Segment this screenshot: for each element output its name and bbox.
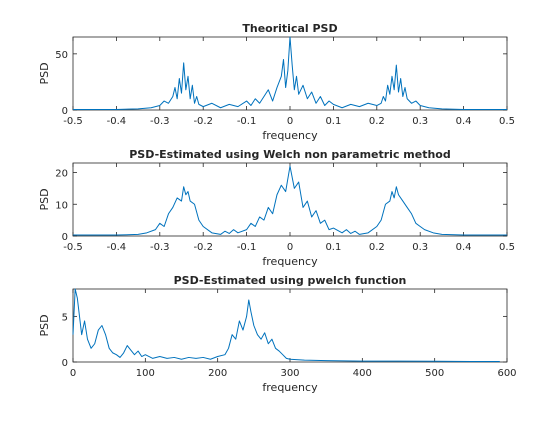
subplot-1: -0.5 -0.4 -0.3 -0.2 -0.1 0 0.1 0.2 0.3 0.4 0.5 0 50 T… xyxy=(38,22,515,142)
x-tick-label: 0.1 xyxy=(325,242,341,253)
x-tick-label: 0.3 xyxy=(412,116,428,127)
x-tick-label: 400 xyxy=(353,368,372,379)
x-tick-label: 0 xyxy=(287,116,293,127)
x-tick-label: -0.5 xyxy=(63,242,83,253)
y-tick-label: 0 xyxy=(62,232,68,243)
x-tick-label: 0 xyxy=(70,368,76,379)
chart-title: PSD-Estimated using Welch non parametric… xyxy=(129,148,450,161)
x-tick-label: -0.2 xyxy=(193,242,213,253)
x-tick-label: 100 xyxy=(136,368,155,379)
axes-box xyxy=(72,288,508,363)
axes-box xyxy=(72,162,508,237)
x-axis-label: frequency xyxy=(262,381,318,394)
x-tick-label: -0.1 xyxy=(237,242,257,253)
x-tick-label: -0.3 xyxy=(150,116,170,127)
x-tick-label: 300 xyxy=(280,368,299,379)
y-tick-label: 20 xyxy=(55,169,68,180)
chart-title: PSD-Estimated using pwelch function xyxy=(174,274,407,287)
series-line-1 xyxy=(73,165,507,236)
subplot-2: -0.5 -0.4 -0.3 -0.2 -0.1 0 0.1 0.2 0.3 0.4 0.5 0 10 2… xyxy=(38,148,515,268)
y-axis-label: PSD xyxy=(38,314,51,336)
x-tick-label: 0.3 xyxy=(412,242,428,253)
x-tick-label: 0.1 xyxy=(325,116,341,127)
y-axis-label: PSD xyxy=(38,188,51,210)
x-tick-label: 500 xyxy=(425,368,444,379)
x-tick-label: 0.4 xyxy=(456,116,472,127)
y-tick-label: 50 xyxy=(55,50,68,61)
series-line-1 xyxy=(72,288,500,363)
x-tick-label: -0.2 xyxy=(193,116,213,127)
y-tick-label: 5 xyxy=(62,312,68,323)
y-tick-label: 0 xyxy=(62,358,68,369)
y-tick-label: 10 xyxy=(55,200,68,211)
x-tick-label: 0 xyxy=(287,242,293,253)
x-tick-label: 600 xyxy=(497,368,516,379)
y-tick-label: 0 xyxy=(62,106,68,117)
x-tick-label: 0.5 xyxy=(499,116,515,127)
x-tick-label: 0.2 xyxy=(369,116,385,127)
axes-box xyxy=(72,36,508,111)
y-axis-label: PSD xyxy=(38,62,51,84)
x-tick-label: 0.5 xyxy=(499,242,515,253)
x-tick-label: -0.5 xyxy=(63,116,83,127)
x-tick-label: 200 xyxy=(208,368,227,379)
x-axis-label: frequency xyxy=(262,129,318,142)
x-tick-label: -0.3 xyxy=(150,242,170,253)
chart-title: Theoritical PSD xyxy=(242,22,337,35)
x-tick-label: -0.4 xyxy=(107,116,127,127)
axes-root: -0.5 -0.4 -0.3 -0.2 -0.1 0 0.1 0.2 0.3 0.4 0.5050T… xyxy=(38,22,517,394)
x-axis-label: frequency xyxy=(262,255,318,268)
x-tick-label: -0.4 xyxy=(107,242,127,253)
x-tick-label: 0.4 xyxy=(456,242,472,253)
x-tick-label: 0.2 xyxy=(369,242,385,253)
series-line-1 xyxy=(73,36,507,110)
subplot-3: 0 100 200 300 400 500 600 0 5 PSD-Estimated using… xyxy=(38,274,517,394)
x-tick-label: -0.1 xyxy=(237,116,257,127)
